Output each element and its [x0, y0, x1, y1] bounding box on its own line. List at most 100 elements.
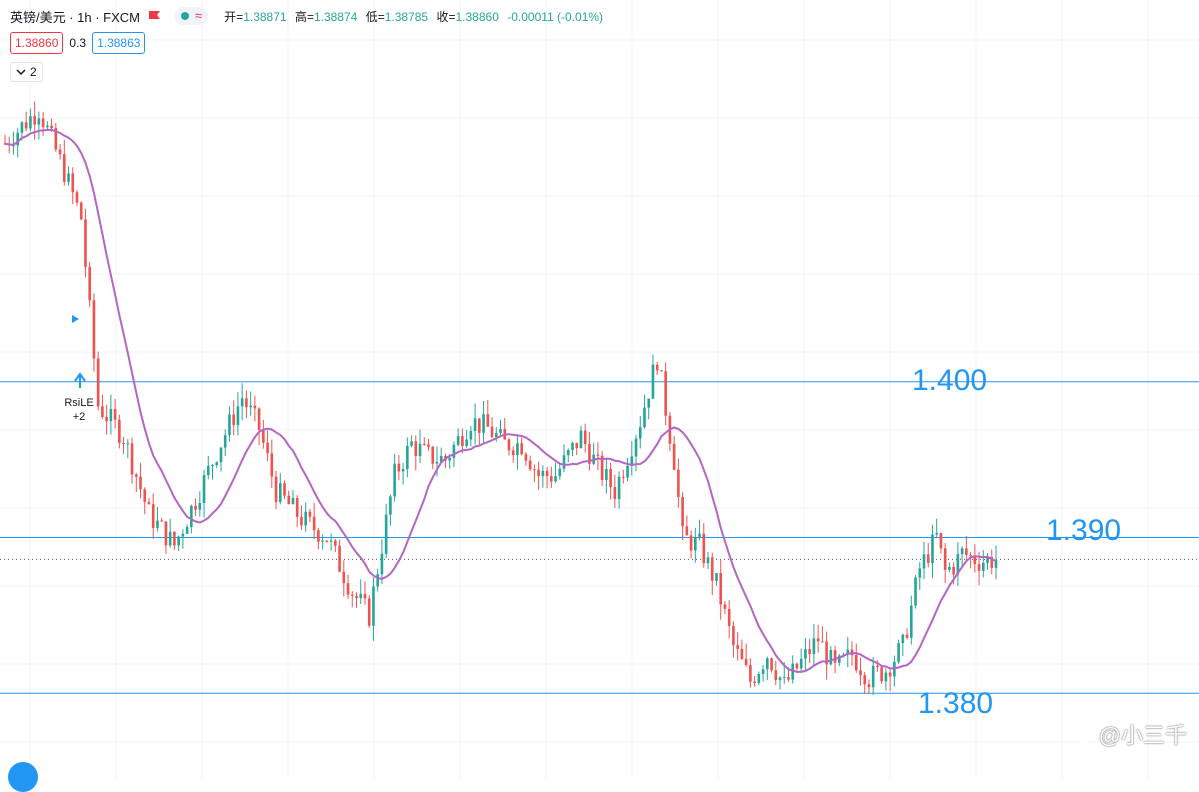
candle-body: [245, 398, 248, 408]
candle-body: [660, 370, 663, 372]
candle: [863, 672, 867, 694]
candle-body: [37, 118, 41, 125]
signal-flag-icon: [72, 315, 79, 323]
candle-body: [821, 641, 824, 643]
candle: [300, 505, 303, 531]
candle: [791, 655, 795, 684]
candle: [871, 657, 875, 696]
candle-body: [418, 443, 422, 457]
candle: [363, 581, 367, 605]
candle-body: [770, 658, 773, 671]
candle-body: [609, 468, 612, 488]
open-label: 开: [224, 9, 237, 24]
candle: [821, 626, 824, 643]
flag-icon[interactable]: [148, 10, 161, 23]
candle-body: [109, 408, 113, 422]
candle-body: [575, 442, 579, 449]
candle-body: [727, 608, 731, 626]
candle: [655, 361, 659, 375]
candle: [283, 480, 286, 499]
candle-body: [846, 649, 850, 655]
candle: [651, 354, 655, 399]
candle-body: [926, 554, 930, 564]
candle: [101, 394, 104, 419]
candle: [558, 462, 562, 480]
candle: [681, 492, 684, 541]
candle: [710, 552, 714, 596]
candle-body: [952, 566, 955, 575]
candle: [79, 201, 83, 221]
candle: [41, 111, 45, 136]
candle-body: [384, 514, 388, 554]
level-label-1390: 1.390: [1046, 514, 1122, 547]
candle-body: [948, 566, 951, 570]
candle-body: [787, 677, 790, 680]
candle: [422, 437, 426, 446]
indicators-toggle-button[interactable]: 2: [10, 62, 43, 82]
candle-body: [101, 406, 104, 417]
candle-body: [16, 132, 20, 146]
buy-button[interactable]: 1.38863: [92, 32, 146, 54]
candle-body: [537, 469, 540, 477]
candle-body: [605, 468, 608, 481]
candle: [418, 429, 422, 464]
signal-count: +2: [73, 411, 86, 423]
candle-body: [342, 571, 346, 584]
candle: [232, 400, 236, 436]
candle: [795, 662, 799, 671]
candle-body: [262, 429, 265, 443]
candle: [482, 400, 485, 445]
candle: [329, 533, 333, 551]
high-value: 1.38874: [313, 9, 358, 24]
market-status-pill[interactable]: ≈: [175, 7, 209, 25]
tradingview-logo-icon[interactable]: [8, 762, 38, 792]
candle: [969, 552, 972, 569]
candle-body: [677, 469, 680, 497]
candle: [202, 469, 206, 518]
candle-body: [833, 650, 837, 663]
candle-body: [228, 414, 231, 436]
candle-body: [24, 122, 28, 129]
candle-body: [579, 430, 583, 449]
candle-body: [533, 469, 536, 471]
candle-body: [198, 503, 202, 510]
candle: [846, 637, 850, 668]
candle-body: [122, 442, 125, 444]
candle-body: [520, 443, 523, 455]
candle: [799, 648, 803, 672]
candle: [181, 529, 185, 549]
watermark-logo-icon: [1074, 725, 1093, 743]
sell-button[interactable]: 1.38860: [10, 32, 64, 54]
candle-body: [75, 192, 79, 203]
open-value: 1.38871: [243, 9, 287, 24]
candle: [46, 121, 49, 130]
candle-body: [753, 681, 756, 683]
candle: [456, 428, 460, 447]
candle-body: [380, 553, 384, 575]
candle: [918, 561, 922, 591]
candle-body: [922, 554, 926, 569]
candle: [444, 453, 447, 469]
candle-body: [79, 202, 83, 220]
candle: [727, 600, 731, 639]
candle: [571, 441, 574, 457]
candle: [702, 523, 706, 568]
candle-body: [994, 560, 998, 568]
candle-body: [647, 398, 651, 408]
candle: [715, 573, 718, 586]
candle: [677, 458, 680, 508]
candle-body: [901, 634, 905, 644]
candle-body: [914, 577, 917, 606]
candle-body: [672, 443, 676, 470]
candle: [939, 532, 943, 554]
candle: [206, 455, 210, 480]
candle: [427, 438, 430, 451]
level-lines: [0, 381, 1199, 694]
candle-body: [600, 455, 604, 481]
candle: [537, 461, 540, 491]
candle: [325, 540, 329, 543]
candle: [236, 392, 240, 436]
candle-body: [126, 443, 130, 445]
symbol-title[interactable]: 英镑/美元 · 1h · FXCM: [10, 9, 141, 25]
